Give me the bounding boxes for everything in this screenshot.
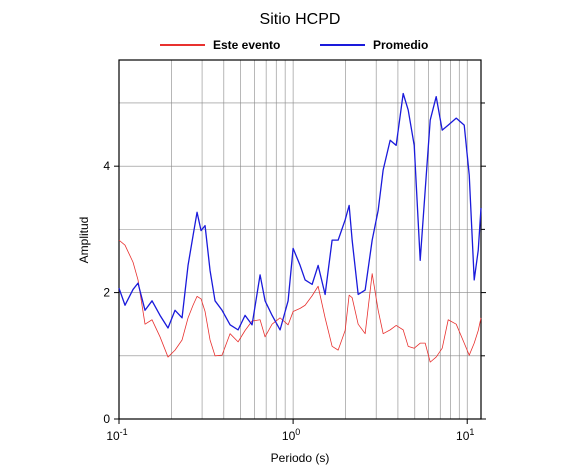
x-tick-label: 101 bbox=[456, 427, 474, 443]
y-tick-label: 2 bbox=[103, 286, 110, 300]
y-tick-label: 0 bbox=[103, 412, 110, 426]
data-line bbox=[118, 92, 482, 331]
legend-label: Este evento bbox=[213, 38, 280, 52]
y-axis-label: Amplitud bbox=[77, 217, 91, 264]
chart-title: Sitio HCPD bbox=[260, 11, 341, 28]
y-tick-label: 4 bbox=[103, 159, 110, 173]
plot-frame bbox=[118, 59, 482, 420]
x-axis-label: Periodo (s) bbox=[271, 451, 330, 465]
data-line bbox=[118, 239, 482, 363]
x-tick-label: 10-1 bbox=[106, 427, 127, 443]
x-tick-label: 100 bbox=[282, 427, 300, 443]
legend-label: Promedio bbox=[373, 38, 428, 52]
